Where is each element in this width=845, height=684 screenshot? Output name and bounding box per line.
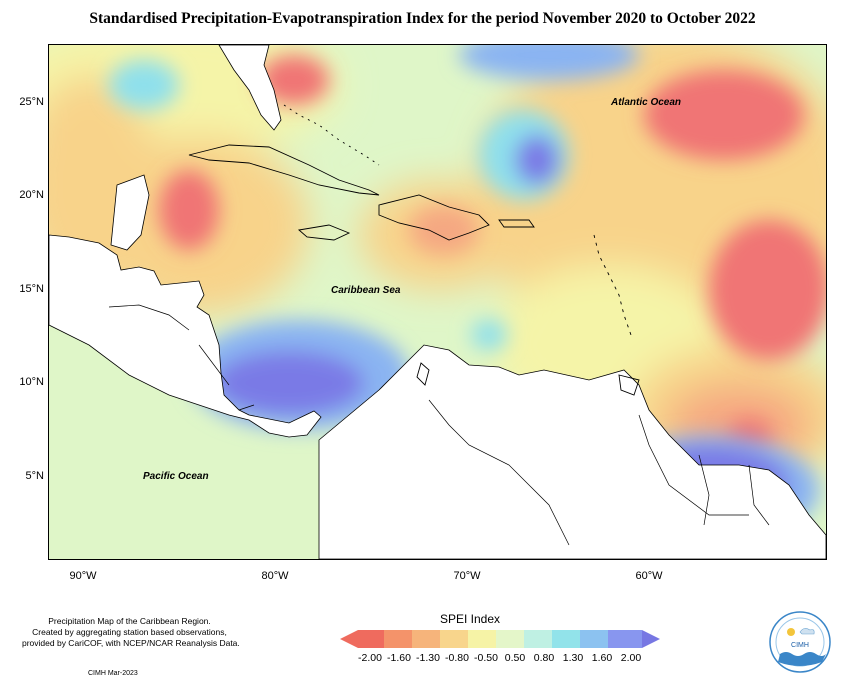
legend-label-8: 1.30 xyxy=(562,652,584,664)
cuba-outline xyxy=(188,144,380,196)
legend-arrow-right xyxy=(642,630,660,648)
legend-swatch-4 xyxy=(440,630,468,648)
credit-text: CIMH Mar-2023 xyxy=(88,670,138,677)
jamaica-outline xyxy=(297,224,351,241)
legend-label-9: 1.60 xyxy=(591,652,613,664)
lon-label-60w: 60°W xyxy=(635,570,663,582)
legend-label-3: -1.30 xyxy=(416,652,440,664)
legend-label-4: -0.80 xyxy=(445,652,469,664)
note-line-2: Created by aggregating station based obs… xyxy=(32,627,227,637)
legend-label-1: -2.00 xyxy=(358,652,382,664)
lat-label-15n: 15°N xyxy=(19,283,44,295)
curacao-outline xyxy=(416,362,430,386)
hispaniola-outline xyxy=(378,194,490,241)
trinidad-outline xyxy=(618,374,640,396)
very-dry-cores xyxy=(159,55,826,455)
lon-label-90w: 90°W xyxy=(69,570,97,582)
note-line-1: Precipitation Map of the Caribbean Regio… xyxy=(48,616,211,626)
central-america-borders xyxy=(108,304,255,411)
cimh-logo: CIMH xyxy=(769,611,831,673)
legend-swatch-10 xyxy=(608,630,642,648)
map-title: Standardised Precipitation-Evapotranspir… xyxy=(89,10,756,27)
legend-swatch-1 xyxy=(358,630,384,648)
costa-rica-border xyxy=(238,404,255,411)
legend-swatch-8 xyxy=(552,630,580,648)
lon-label-70w: 70°W xyxy=(453,570,481,582)
legend-swatch-2 xyxy=(384,630,412,648)
legend-swatch-7 xyxy=(524,630,552,648)
lat-label-25n: 25°N xyxy=(19,96,44,108)
lesser-antilles-outline xyxy=(593,234,632,336)
puerto-rico-outline xyxy=(498,219,535,228)
caribbean-sea-label: Caribbean Sea xyxy=(331,285,401,296)
lat-label-5n: 5°N xyxy=(25,470,44,482)
legend-label-6: 0.50 xyxy=(504,652,526,664)
honduras-border xyxy=(108,304,190,331)
colombia-venezuela-border xyxy=(428,399,570,546)
logo-text: CIMH xyxy=(791,642,809,649)
legend-title-text: SPEI Index xyxy=(439,612,501,626)
lon-label-80w: 80°W xyxy=(261,570,289,582)
legend-arrow-left xyxy=(340,630,358,648)
legend-swatch-9 xyxy=(580,630,608,648)
pacific-ocean-label: Pacific Ocean xyxy=(143,471,209,482)
legend-swatch-6 xyxy=(496,630,524,648)
land-masses xyxy=(49,45,826,559)
legend-swatch-3 xyxy=(412,630,440,648)
legend-label-10: 2.00 xyxy=(620,652,642,664)
venezuela-guyana-border xyxy=(638,414,749,516)
nicaragua-border xyxy=(198,344,230,386)
spei-map-canvas xyxy=(49,45,826,559)
legend-label-5: -0.50 xyxy=(474,652,498,664)
country-borders xyxy=(428,399,770,546)
yucatan-land xyxy=(110,174,150,251)
legend-colorbar xyxy=(340,630,660,648)
south-america-land xyxy=(318,344,826,559)
florida-land xyxy=(218,45,282,131)
guyana-suriname-border xyxy=(698,454,710,526)
note-line-3: provided by CariCOF, with NCEP/NCAR Rean… xyxy=(22,638,240,648)
bahamas-outline xyxy=(283,104,380,166)
map-description: Precipitation Map of the Caribbean Regio… xyxy=(22,616,240,649)
legend-label-7: 0.80 xyxy=(533,652,555,664)
lat-label-10n: 10°N xyxy=(19,376,44,388)
atlantic-ocean-label: Atlantic Ocean xyxy=(611,97,682,108)
spei-map: Atlantic Ocean Caribbean Sea Pacific Oce… xyxy=(48,44,827,560)
islands xyxy=(188,104,640,396)
suriname-guiana-border xyxy=(748,464,770,526)
legend-swatch-5 xyxy=(468,630,496,648)
legend-label-2: -1.60 xyxy=(387,652,411,664)
lat-label-20n: 20°N xyxy=(19,189,44,201)
